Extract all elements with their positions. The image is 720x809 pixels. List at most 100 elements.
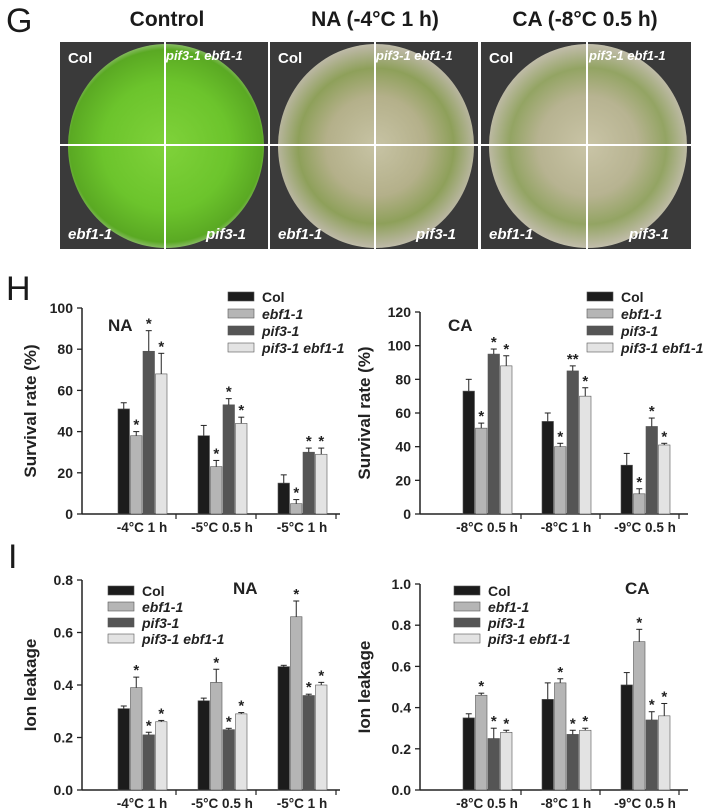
y-axis-title: Survival rate (%) (21, 344, 40, 477)
bar-pif3-1-ebf1-1 (500, 732, 513, 791)
significance-mark: * (661, 428, 667, 445)
bar-Col (541, 699, 554, 791)
bar-Col (620, 684, 633, 791)
significance-mark: * (238, 402, 244, 419)
bar-pif3-1-ebf1-1 (315, 453, 328, 515)
y-tick-label: 0.4 (392, 700, 412, 716)
y-tick-label: 80 (57, 341, 73, 357)
bar-pif3-1 (222, 729, 235, 791)
y-tick-label: 20 (395, 472, 411, 488)
x-tick-label: -5°C 0.5 h (191, 796, 253, 809)
significance-mark: * (582, 713, 588, 730)
significance-mark: * (306, 433, 312, 450)
legend-label: Col (262, 289, 285, 305)
bar-ebf1-1 (633, 641, 646, 791)
bar-pif3-1 (566, 734, 579, 791)
chart-annotation: CA (625, 579, 650, 598)
bar-pif3-1-ebf1-1 (579, 729, 592, 791)
significance-mark: * (636, 474, 642, 491)
bar-pif3-1-ebf1-1 (155, 721, 168, 791)
significance-mark: * (226, 713, 232, 730)
legend-swatch (107, 601, 135, 612)
panel-letter-i: I (8, 538, 18, 576)
legend-label: pif3-1 ebf1-1 (261, 340, 345, 356)
bar-Col (197, 700, 210, 791)
bar-pif3-1 (645, 719, 658, 791)
y-tick-label: 40 (57, 424, 73, 440)
divider-horizontal (60, 144, 268, 146)
legend-label: Col (621, 289, 644, 305)
plate-label-double: pif3-1 ebf1-1 (376, 48, 453, 63)
significance-mark: * (649, 697, 655, 714)
bar-pif3-1 (487, 738, 500, 791)
bar-pif3-1-ebf1-1 (315, 684, 328, 791)
legend-swatch (453, 585, 481, 596)
legend-label: pif3-1 ebf1-1 (141, 631, 225, 647)
y-axis-title: Ion leakage (21, 639, 40, 732)
legend-swatch (227, 325, 255, 336)
divider-horizontal (481, 144, 691, 146)
y-tick-label: 120 (388, 304, 412, 320)
bar-ebf1-1 (290, 616, 303, 791)
plate-label-pif3: pif3-1 (416, 226, 457, 243)
legend-label: pif3-1 (141, 615, 180, 631)
significance-mark: * (491, 334, 497, 351)
bar-Col (462, 390, 475, 515)
y-axis-title: Ion leakage (355, 641, 374, 734)
legend-swatch (586, 308, 614, 319)
significance-mark: * (293, 586, 299, 603)
y-tick-label: 20 (57, 465, 73, 481)
legend-swatch (586, 325, 614, 336)
y-tick-label: 0.2 (54, 730, 74, 746)
bar-Col (541, 421, 554, 515)
y-tick-label: 1.0 (392, 576, 412, 592)
bar-pif3-1-ebf1-1 (235, 423, 248, 515)
bar-pif3-1 (645, 426, 658, 515)
plate-label-ebf1: ebf1-1 (68, 226, 113, 243)
legend-label: pif3-1 (487, 615, 526, 631)
y-tick-label: 60 (395, 405, 411, 421)
significance-mark: * (491, 713, 497, 730)
x-tick-label: -5°C 0.5 h (191, 520, 253, 535)
significance-mark: * (503, 715, 509, 732)
bar-ebf1-1 (210, 682, 223, 791)
plate-dish (489, 44, 687, 248)
y-tick-label: 0.6 (392, 658, 412, 674)
significance-mark: * (649, 403, 655, 420)
significance-mark: * (226, 384, 232, 401)
legend-label: Col (142, 583, 165, 599)
y-tick-label: 0.0 (54, 782, 74, 798)
bar-ebf1-1 (130, 687, 143, 791)
x-tick-label: -5°C 1 h (277, 796, 327, 809)
x-tick-label: -5°C 1 h (277, 520, 327, 535)
plate-photo-control: Col pif3-1 ebf1-1 ebf1-1 pif3-1 (60, 42, 268, 249)
y-tick-label: 0 (65, 506, 73, 522)
significance-mark: * (557, 428, 563, 445)
y-tick-label: 80 (395, 371, 411, 387)
y-tick-label: 0.6 (54, 625, 74, 641)
significance-mark: ** (567, 351, 579, 368)
divider-horizontal (270, 144, 478, 146)
significance-mark: * (306, 679, 312, 696)
legend-swatch (107, 585, 135, 596)
y-tick-label: 100 (388, 338, 412, 354)
plate-label-ebf1: ebf1-1 (489, 226, 534, 243)
legend-label: ebf1-1 (262, 306, 303, 322)
significance-mark: * (213, 654, 219, 671)
legend-swatch (227, 291, 255, 302)
y-tick-label: 0.2 (392, 741, 412, 757)
significance-mark: * (661, 688, 667, 705)
significance-mark: * (503, 341, 509, 358)
plate-label-pif3: pif3-1 (629, 226, 670, 243)
bar-pif3-1-ebf1-1 (579, 395, 592, 515)
y-tick-label: 0 (403, 506, 411, 522)
bar-Col (462, 717, 475, 791)
plate-label-col: Col (68, 50, 93, 67)
x-tick-label: -8°C 1 h (541, 796, 591, 809)
bar-ebf1-1 (554, 682, 567, 791)
significance-mark: * (293, 485, 299, 502)
significance-mark: * (146, 717, 152, 734)
x-tick-label: -8°C 0.5 h (456, 520, 518, 535)
panel-letter-h: H (6, 270, 31, 308)
